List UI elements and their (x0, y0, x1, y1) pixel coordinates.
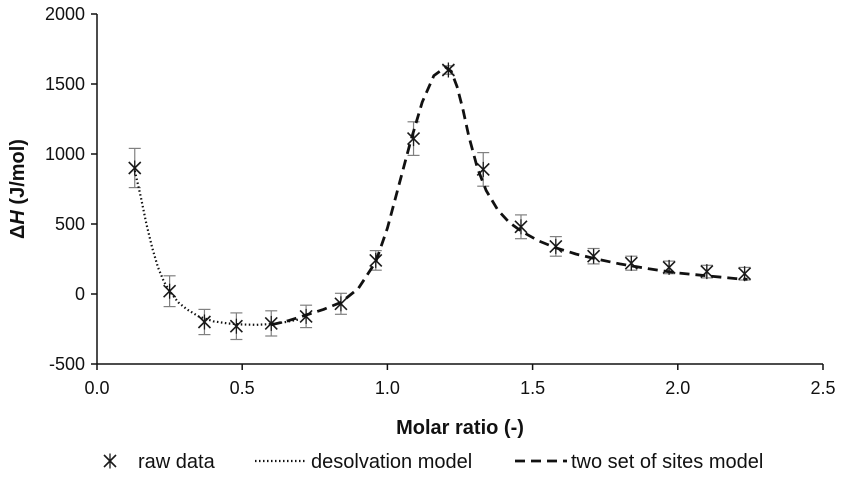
x-tick-label: 0.0 (84, 378, 109, 398)
x-axis-title: Molar ratio (-) (396, 417, 524, 439)
data-point (128, 160, 142, 176)
data-point (514, 219, 528, 235)
y-axis-title: ΔH (J/mol) (7, 139, 29, 239)
x-tick-label: 2.0 (665, 378, 690, 398)
axes-layer: 0.0 0.5 1.0 1.5 2.0 2.5 -500 0 500 1000 1500 2000 Mo… (7, 4, 836, 439)
series-two-sites-model-line (270, 65, 748, 327)
data-point (197, 314, 212, 330)
y-tick-label: 0 (75, 284, 85, 304)
series-layer (128, 62, 752, 341)
y-axis-title-variable: H (7, 210, 29, 225)
legend-label: raw data (138, 451, 216, 473)
x-tick-label: 1.0 (375, 378, 400, 398)
y-tick-label: -500 (49, 354, 85, 374)
data-point (624, 255, 638, 271)
series-desolvation-model-line (133, 170, 301, 326)
y-tick-label: 1000 (45, 144, 85, 164)
y-axis-title-unit: (J/mol) (7, 139, 29, 210)
x-tick-label: 1.5 (520, 378, 545, 398)
legend: raw data desolvation model two set of site… (103, 451, 763, 473)
y-tick-label: 2000 (45, 4, 85, 24)
x-tick-label: 0.5 (230, 378, 255, 398)
legend-label: desolvation model (311, 451, 472, 473)
x-tick-label: 2.5 (810, 378, 835, 398)
legend-item: raw data (103, 451, 216, 473)
data-point (587, 248, 601, 264)
series-raw-data (128, 62, 752, 341)
data-point (700, 264, 714, 280)
y-axis-title-prefix: Δ (7, 225, 29, 239)
legend-item: two set of sites model (515, 451, 763, 473)
legend-label: two set of sites model (571, 451, 763, 473)
legend-item: desolvation model (255, 451, 472, 473)
y-tick-label: 1500 (45, 74, 85, 94)
y-tick-label: 500 (55, 214, 85, 234)
legend-marker-raw-data (103, 453, 117, 469)
data-point (163, 283, 177, 299)
data-point (229, 318, 243, 334)
